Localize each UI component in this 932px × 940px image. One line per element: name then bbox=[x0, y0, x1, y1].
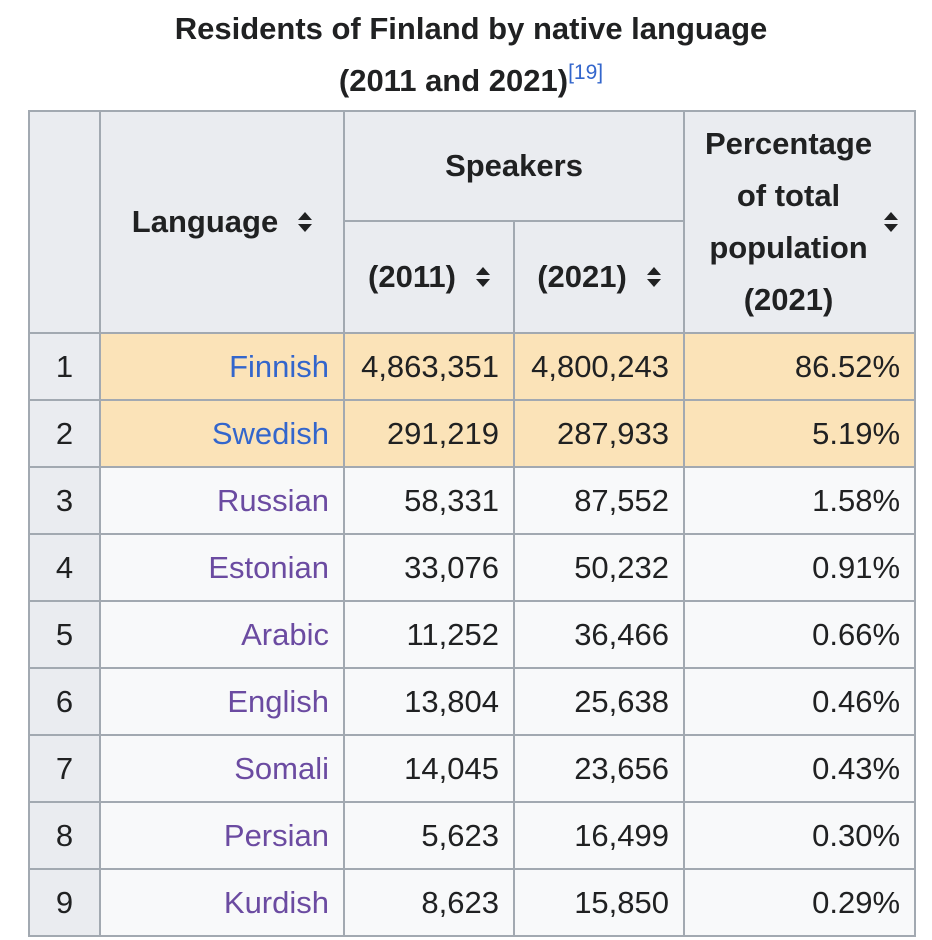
rank-cell: 4 bbox=[28, 533, 101, 602]
rank-cell: 9 bbox=[28, 868, 101, 937]
speakers-2021-cell: 25,638 bbox=[512, 667, 686, 736]
percentage-cell: 1.58% bbox=[683, 466, 917, 535]
table-row: 6 English 13,804 25,638 0.46% bbox=[28, 667, 917, 736]
percentage-cell: 0.46% bbox=[683, 667, 917, 736]
percentage-cell: 86.52% bbox=[683, 332, 917, 401]
language-header-label: Language bbox=[131, 204, 279, 239]
rank-cell: 1 bbox=[28, 332, 101, 401]
speakers-2021-cell: 16,499 bbox=[512, 801, 686, 870]
rank-cell: 5 bbox=[28, 600, 101, 669]
speakers-2011-cell: 4,863,351 bbox=[343, 332, 515, 401]
sort-icon[interactable] bbox=[298, 212, 313, 232]
rank-cell: 3 bbox=[28, 466, 101, 535]
speakers-2011-header[interactable]: (2011) bbox=[343, 220, 515, 334]
speakers-2011-cell: 14,045 bbox=[343, 734, 515, 803]
speakers-2011-cell: 13,804 bbox=[343, 667, 515, 736]
speakers-2011-cell: 58,331 bbox=[343, 466, 515, 535]
percentage-header-label: Percentage of total population (2021) bbox=[704, 126, 873, 317]
sort-icon[interactable] bbox=[646, 267, 661, 287]
table-row: 9 Kurdish 8,623 15,850 0.29% bbox=[28, 868, 917, 937]
speakers-2021-header[interactable]: (2021) bbox=[512, 220, 686, 334]
language-link[interactable]: Arabic bbox=[99, 600, 345, 669]
caption-years: (2011 and 2021) bbox=[338, 63, 569, 98]
percentage-cell: 0.66% bbox=[683, 600, 917, 669]
table-row: 7 Somali 14,045 23,656 0.43% bbox=[28, 734, 917, 803]
percentage-cell: 0.30% bbox=[683, 801, 917, 870]
speakers-2021-cell: 50,232 bbox=[512, 533, 686, 602]
speakers-2021-cell: 23,656 bbox=[512, 734, 686, 803]
language-link[interactable]: English bbox=[99, 667, 345, 736]
speakers-2011-label: (2011) bbox=[368, 259, 456, 294]
sort-icon[interactable] bbox=[884, 212, 899, 232]
speakers-2021-cell: 287,933 bbox=[512, 399, 686, 468]
sort-icon[interactable] bbox=[475, 267, 490, 287]
rank-cell: 6 bbox=[28, 667, 101, 736]
table-row: 8 Persian 5,623 16,499 0.30% bbox=[28, 801, 917, 870]
speakers-2011-cell: 291,219 bbox=[343, 399, 515, 468]
table-row: 5 Arabic 11,252 36,466 0.66% bbox=[28, 600, 917, 669]
speakers-2021-cell: 4,800,243 bbox=[512, 332, 686, 401]
rank-cell: 2 bbox=[28, 399, 101, 468]
language-link[interactable]: Somali bbox=[99, 734, 345, 803]
languages-table: Language Speakers Percentage of total po… bbox=[28, 110, 917, 937]
caption-line-2: (2011 and 2021)[19] bbox=[28, 55, 914, 107]
language-link[interactable]: Persian bbox=[99, 801, 345, 870]
table-row: 3 Russian 58,331 87,552 1.58% bbox=[28, 466, 917, 535]
rank-header bbox=[28, 110, 101, 334]
speakers-2011-cell: 33,076 bbox=[343, 533, 515, 602]
table-row: 2 Swedish 291,219 287,933 5.19% bbox=[28, 399, 917, 468]
table-row: 1 Finnish 4,863,351 4,800,243 86.52% bbox=[28, 332, 917, 401]
language-link[interactable]: Russian bbox=[99, 466, 345, 535]
speakers-header: Speakers bbox=[342, 110, 686, 222]
speakers-2021-cell: 87,552 bbox=[512, 466, 686, 535]
speakers-2011-cell: 5,623 bbox=[343, 801, 515, 870]
speakers-2021-cell: 15,850 bbox=[512, 868, 686, 937]
table-row: 4 Estonian 33,076 50,232 0.91% bbox=[28, 533, 917, 602]
speakers-2021-label: (2021) bbox=[537, 259, 627, 294]
language-link[interactable]: Finnish bbox=[99, 332, 345, 401]
caption-line-1: Residents of Finland by native language bbox=[174, 11, 768, 46]
language-link[interactable]: Swedish bbox=[99, 399, 345, 468]
percentage-cell: 5.19% bbox=[683, 399, 917, 468]
language-header[interactable]: Language bbox=[99, 110, 345, 334]
percentage-cell: 0.43% bbox=[683, 734, 917, 803]
language-link[interactable]: Kurdish bbox=[99, 868, 345, 937]
reference-link[interactable]: [19] bbox=[568, 61, 604, 84]
percentage-cell: 0.91% bbox=[683, 533, 917, 602]
rank-cell: 8 bbox=[28, 801, 101, 870]
speakers-2011-cell: 11,252 bbox=[343, 600, 515, 669]
language-link[interactable]: Estonian bbox=[99, 533, 345, 602]
speakers-2021-cell: 36,466 bbox=[512, 600, 686, 669]
table-caption: Residents of Finland by native language … bbox=[28, 0, 914, 107]
speakers-2011-cell: 8,623 bbox=[343, 868, 515, 937]
rank-cell: 7 bbox=[28, 734, 101, 803]
percentage-header[interactable]: Percentage of total population (2021) bbox=[683, 110, 917, 334]
percentage-cell: 0.29% bbox=[683, 868, 917, 937]
